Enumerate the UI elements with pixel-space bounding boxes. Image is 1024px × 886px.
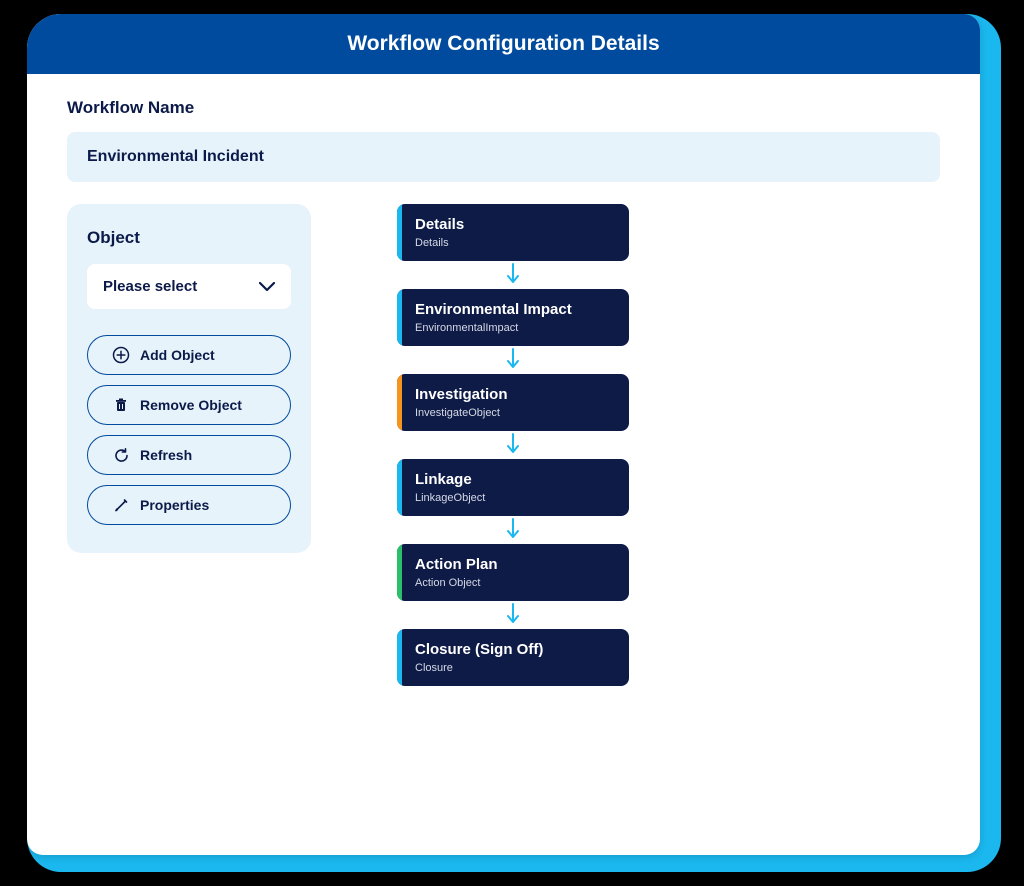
flow-node[interactable]: Investigation InvestigateObject xyxy=(397,374,629,431)
refresh-button[interactable]: Refresh xyxy=(87,435,291,475)
arrow-down-icon xyxy=(504,346,522,374)
page-title: Workflow Configuration Details xyxy=(347,32,659,56)
refresh-icon xyxy=(112,446,130,464)
properties-label: Properties xyxy=(140,497,209,513)
remove-object-button[interactable]: Remove Object xyxy=(87,385,291,425)
flow-node[interactable]: Linkage LinkageObject xyxy=(397,459,629,516)
remove-object-label: Remove Object xyxy=(140,397,242,413)
node-subtitle: Details xyxy=(415,237,615,249)
node-subtitle: LinkageObject xyxy=(415,492,615,504)
object-select[interactable]: Please select xyxy=(87,264,291,309)
workflow-flow: DetailsDetails Environmental ImpactEnvir… xyxy=(397,204,629,686)
node-accent xyxy=(397,459,402,516)
object-select-placeholder: Please select xyxy=(103,278,197,295)
trash-icon xyxy=(112,396,130,414)
flow-node[interactable]: Action Plan Action Object xyxy=(397,544,629,601)
arrow-down-icon xyxy=(504,431,522,459)
content-area: Workflow Name Environmental Incident Obj… xyxy=(27,74,980,710)
node-subtitle: InvestigateObject xyxy=(415,407,615,419)
node-accent xyxy=(397,544,402,601)
refresh-label: Refresh xyxy=(140,447,192,463)
pencil-icon xyxy=(112,496,130,514)
object-panel: Object Please select xyxy=(67,204,311,553)
arrow-down-icon xyxy=(504,601,522,629)
node-title: Investigation xyxy=(415,386,615,403)
node-title: Action Plan xyxy=(415,556,615,573)
properties-button[interactable]: Properties xyxy=(87,485,291,525)
add-object-label: Add Object xyxy=(140,347,215,363)
node-title: Linkage xyxy=(415,471,615,488)
chevron-down-icon xyxy=(259,282,275,292)
node-accent xyxy=(397,289,402,346)
outer-frame: Workflow Configuration Details Workflow … xyxy=(27,14,1001,872)
node-subtitle: EnvironmentalImpact xyxy=(415,322,615,334)
node-title: Environmental Impact xyxy=(415,301,615,318)
flow-node[interactable]: Environmental Impact EnvironmentalImpact xyxy=(397,289,629,346)
plus-circle-icon xyxy=(112,346,130,364)
node-subtitle: Closure xyxy=(415,662,615,674)
workflow-name-label: Workflow Name xyxy=(67,98,940,118)
node-title: Details xyxy=(415,216,615,233)
title-bar: Workflow Configuration Details xyxy=(27,14,980,74)
node-accent xyxy=(397,204,402,261)
arrow-down-icon xyxy=(504,261,522,289)
workflow-name-field[interactable]: Environmental Incident xyxy=(67,132,940,182)
arrow-down-icon xyxy=(504,516,522,544)
flow-node[interactable]: Closure (Sign Off) Closure xyxy=(397,629,629,686)
app-window: Workflow Configuration Details Workflow … xyxy=(27,14,980,855)
add-object-button[interactable]: Add Object xyxy=(87,335,291,375)
node-accent xyxy=(397,374,402,431)
main-row: Object Please select xyxy=(67,204,940,686)
node-accent xyxy=(397,629,402,686)
flow-node[interactable]: Details Details xyxy=(397,204,629,261)
node-title: Closure (Sign Off) xyxy=(415,641,615,658)
node-subtitle: Action Object xyxy=(415,577,615,589)
object-panel-title: Object xyxy=(87,228,291,248)
